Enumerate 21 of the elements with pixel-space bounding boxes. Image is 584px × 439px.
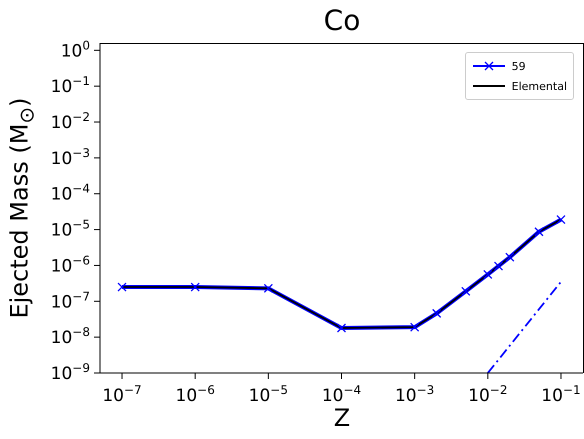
x-tick-label: 10$^{−6}$ <box>176 383 215 406</box>
legend-label: Elemental <box>512 80 567 92</box>
x-axis-title: Z <box>334 404 350 432</box>
x-tick-label: 10$^{−3}$ <box>394 383 434 406</box>
x-tick-label: 10$^{−7}$ <box>102 383 142 406</box>
y-tick-label: 10$^{−4}$ <box>50 182 90 205</box>
y-tick-label: 10$^{−1}$ <box>50 74 90 98</box>
y-tick-label: 10$^{0}$ <box>60 38 90 62</box>
y-tick-label: 10$^{−2}$ <box>50 110 90 134</box>
x-tick-label: 10$^{−5}$ <box>248 383 288 406</box>
x-tick-label: 10$^{−4}$ <box>322 383 362 406</box>
y-tick-label: 10$^{−3}$ <box>50 146 90 169</box>
y-tick-label: 10$^{−5}$ <box>50 218 90 241</box>
y-tick-label: 10$^{−8}$ <box>50 325 90 348</box>
y-tick-label: 10$^{−6}$ <box>50 253 90 276</box>
x-tick-label: 10$^{−2}$ <box>468 383 508 406</box>
chart-title: Co <box>322 4 362 37</box>
y-tick-label: 10$^{−7}$ <box>50 289 90 312</box>
y-tick-label: 10$^{−9}$ <box>50 361 90 384</box>
x-tick-label: 10$^{−1}$ <box>541 383 581 406</box>
legend-label: 59 <box>512 60 526 72</box>
